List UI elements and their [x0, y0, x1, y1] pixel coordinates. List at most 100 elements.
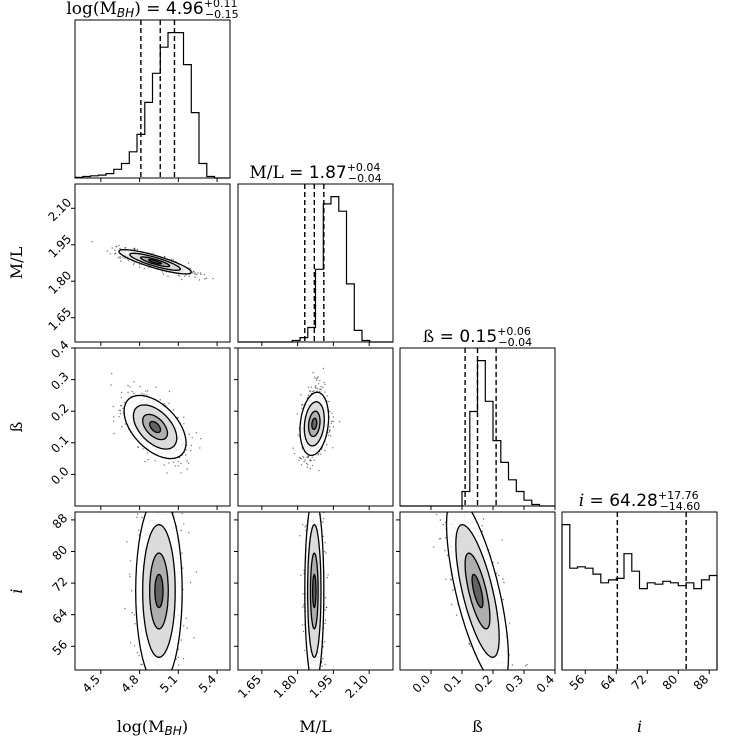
x-tick-label: 2.10 — [342, 672, 371, 701]
sample-point — [306, 462, 308, 464]
sample-point — [502, 681, 503, 682]
sample-point — [135, 706, 136, 707]
sample-point — [455, 614, 458, 616]
panel-beta-vs-beta: ß = 0.15+0.06 −0.04 — [399, 325, 556, 510]
sample-point — [106, 250, 109, 252]
sample-point — [332, 447, 334, 449]
sample-point — [163, 704, 164, 705]
sample-point — [163, 255, 166, 258]
sample-point — [168, 498, 169, 499]
sample-point — [318, 478, 319, 479]
sample-point — [193, 637, 195, 639]
sample-point — [324, 597, 327, 599]
sample-point — [318, 675, 319, 676]
sample-point — [444, 489, 445, 490]
sample-point — [502, 578, 504, 580]
sample-point — [187, 462, 190, 464]
sample-point — [508, 622, 511, 624]
sample-point — [451, 510, 452, 511]
sample-point — [152, 484, 153, 485]
sample-point — [449, 487, 450, 488]
y-tick-label: 0.0 — [48, 464, 71, 487]
sample-point — [119, 256, 121, 258]
sample-point — [129, 560, 132, 562]
sample-point — [307, 683, 308, 684]
sample-point — [312, 390, 314, 393]
sample-point — [118, 409, 120, 411]
sample-point — [526, 663, 528, 666]
panel-frame — [74, 19, 231, 179]
sample-point — [147, 459, 149, 461]
sample-point — [163, 464, 165, 466]
sample-point — [129, 642, 132, 644]
y-tick-label: 0.3 — [48, 369, 71, 392]
sample-point — [199, 272, 202, 274]
sample-point — [145, 390, 147, 392]
panel-frame — [237, 511, 394, 671]
x-tick-label: 0.1 — [441, 672, 464, 695]
sample-point — [330, 422, 332, 424]
sample-point — [200, 438, 202, 440]
sample-point — [203, 273, 205, 276]
sample-point — [463, 499, 464, 500]
title-ml: M/L = 1.87+0.04 −0.04 — [249, 161, 381, 185]
sample-point — [470, 495, 471, 496]
sample-point — [296, 413, 298, 415]
sample-point — [204, 278, 206, 280]
sample-point — [191, 272, 194, 274]
sample-point — [143, 267, 145, 270]
sample-point — [168, 462, 170, 464]
sample-point — [316, 675, 317, 676]
sample-point — [137, 513, 139, 515]
sample-point — [499, 693, 500, 694]
sample-point — [306, 456, 308, 459]
sample-point — [322, 657, 324, 660]
contour-level-4 — [311, 573, 317, 609]
sample-point — [155, 678, 156, 679]
sample-point — [324, 463, 325, 464]
sample-point — [133, 645, 136, 647]
sample-point — [115, 246, 118, 248]
sample-point — [132, 263, 135, 266]
sample-point — [308, 679, 309, 680]
sample-point — [183, 523, 185, 525]
sample-point — [163, 671, 164, 672]
sample-point — [297, 434, 299, 436]
sample-point — [304, 703, 305, 704]
sample-point — [154, 485, 155, 486]
sample-point — [298, 456, 301, 459]
sample-point — [150, 677, 151, 678]
sample-point — [497, 700, 498, 701]
sample-point — [306, 510, 307, 511]
sample-point — [322, 386, 324, 388]
sample-point — [447, 554, 449, 557]
sample-point — [321, 665, 323, 667]
y-tick-label: 2.10 — [46, 195, 75, 224]
sample-point — [139, 266, 141, 268]
sample-point — [137, 446, 140, 448]
sample-point — [126, 697, 127, 698]
sample-point — [161, 707, 162, 708]
sample-point — [317, 454, 319, 456]
sample-point — [299, 535, 301, 537]
sample-point — [461, 487, 462, 488]
sample-point — [499, 678, 500, 679]
sample-point — [161, 271, 164, 273]
sample-point — [152, 682, 153, 683]
sample-point — [177, 465, 179, 467]
sample-point — [121, 426, 123, 428]
sample-point — [122, 407, 124, 409]
x-tick-label: 0.2 — [472, 672, 495, 695]
sample-point — [323, 381, 325, 384]
sample-point — [127, 391, 129, 394]
sample-point — [315, 499, 316, 500]
sample-point — [324, 622, 326, 625]
sample-point — [117, 257, 120, 259]
panel-i-vs-logmbh: 4.5 4.8 5.1 5.4 56 64 72 80 88 — [50, 484, 231, 708]
sample-point — [316, 503, 317, 504]
sample-point — [120, 391, 123, 394]
sample-point — [184, 678, 185, 679]
sample-point — [432, 546, 435, 548]
sample-point — [109, 253, 112, 255]
sample-point — [143, 393, 145, 395]
